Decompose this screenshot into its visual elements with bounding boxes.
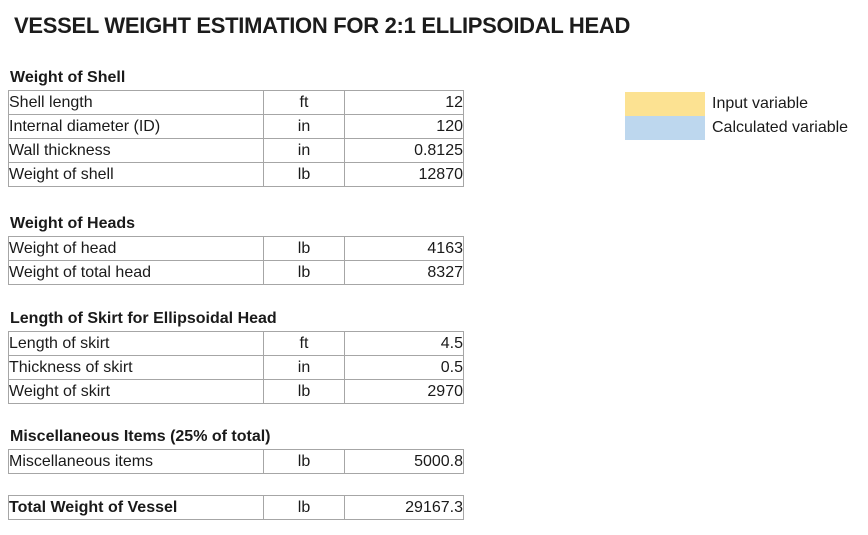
table-row: Wall thickness in 0.8125 [8, 138, 464, 163]
total-weight-table: Total Weight of Vessel lb 29167.3 [8, 495, 464, 520]
thickness-of-skirt-unit: in [263, 355, 345, 380]
table-row: Thickness of skirt in 0.5 [8, 355, 464, 380]
miscellaneous-items-table: Miscellaneous items lb 5000.8 [8, 449, 464, 474]
shell-length-input-cell[interactable]: 12 [344, 90, 464, 115]
weight-of-head-label: Weight of head [8, 236, 264, 261]
weight-of-total-head-label: Weight of total head [8, 260, 264, 285]
page-title: VESSEL WEIGHT ESTIMATION FOR 2:1 ELLIPSO… [14, 13, 631, 38]
table-row: Weight of head lb 4163 [8, 236, 464, 261]
miscellaneous-items-value-cell: 5000.8 [344, 449, 464, 474]
weight-of-skirt-unit: lb [263, 379, 345, 404]
weight-of-skirt-value-cell: 2970 [344, 379, 464, 404]
weight-of-total-head-unit: lb [263, 260, 345, 285]
section-header-miscellaneous-items: Miscellaneous Items (25% of total) [10, 428, 271, 445]
table-row: Internal diameter (ID) in 120 [8, 114, 464, 139]
legend-label-calculated: Calculated variable [712, 119, 849, 136]
length-of-skirt-unit: ft [263, 331, 345, 356]
section-header-weight-of-shell: Weight of Shell [10, 69, 126, 86]
table-row: Length of skirt ft 4.5 [8, 331, 464, 356]
wall-thickness-label: Wall thickness [8, 138, 264, 163]
weight-of-skirt-label: Weight of skirt [8, 379, 264, 404]
length-of-skirt-value-cell: 4.5 [344, 331, 464, 356]
legend: Input variable Calculated variable [625, 92, 848, 140]
shell-length-label: Shell length [8, 90, 264, 115]
section-weight-of-heads: Weight of Heads Weight of head lb 4163 W… [8, 214, 464, 285]
total-weight-label: Total Weight of Vessel [8, 495, 264, 520]
weight-of-shell-value-cell: 12870 [344, 162, 464, 187]
internal-diameter-label: Internal diameter (ID) [8, 114, 264, 139]
weight-of-shell-table: Shell length ft 12 Internal diameter (ID… [8, 90, 464, 187]
table-row: Weight of shell lb 12870 [8, 162, 464, 187]
internal-diameter-input-cell[interactable]: 120 [344, 114, 464, 139]
legend-label-input: Input variable [712, 95, 809, 112]
miscellaneous-items-label: Miscellaneous items [8, 449, 264, 474]
weight-of-shell-unit: lb [263, 162, 345, 187]
internal-diameter-unit: in [263, 114, 345, 139]
thickness-of-skirt-label: Thickness of skirt [8, 355, 264, 380]
thickness-of-skirt-value-cell: 0.5 [344, 355, 464, 380]
table-row: Total Weight of Vessel lb 29167.3 [8, 495, 464, 520]
total-weight-value-cell: 29167.3 [344, 495, 464, 520]
total-weight-unit: lb [263, 495, 345, 520]
input-variable-swatch [625, 92, 705, 116]
length-of-skirt-label: Length of skirt [8, 331, 264, 356]
length-of-skirt-table: Length of skirt ft 4.5 Thickness of skir… [8, 331, 464, 404]
table-row: Weight of skirt lb 2970 [8, 379, 464, 404]
weight-of-head-value-cell: 4163 [344, 236, 464, 261]
weight-of-head-unit: lb [263, 236, 345, 261]
section-header-weight-of-heads: Weight of Heads [10, 215, 136, 232]
calculated-variable-swatch [625, 116, 705, 140]
table-row: Miscellaneous items lb 5000.8 [8, 449, 464, 474]
table-row: Weight of total head lb 8327 [8, 260, 464, 285]
legend-item-calculated: Calculated variable [625, 116, 848, 140]
miscellaneous-items-unit: lb [263, 449, 345, 474]
legend-item-input: Input variable [625, 92, 848, 116]
section-total-weight: Total Weight of Vessel lb 29167.3 [8, 495, 464, 520]
weight-of-shell-label: Weight of shell [8, 162, 264, 187]
weight-of-heads-table: Weight of head lb 4163 Weight of total h… [8, 236, 464, 285]
shell-length-unit: ft [263, 90, 345, 115]
section-header-length-of-skirt: Length of Skirt for Ellipsoidal Head [10, 310, 277, 327]
section-weight-of-shell: Weight of Shell Shell length ft 12 Inter… [8, 68, 464, 187]
section-miscellaneous-items: Miscellaneous Items (25% of total) Misce… [8, 427, 464, 474]
wall-thickness-unit: in [263, 138, 345, 163]
section-length-of-skirt: Length of Skirt for Ellipsoidal Head Len… [8, 309, 464, 404]
table-row: Shell length ft 12 [8, 90, 464, 115]
weight-of-total-head-value-cell: 8327 [344, 260, 464, 285]
wall-thickness-input-cell[interactable]: 0.8125 [344, 138, 464, 163]
